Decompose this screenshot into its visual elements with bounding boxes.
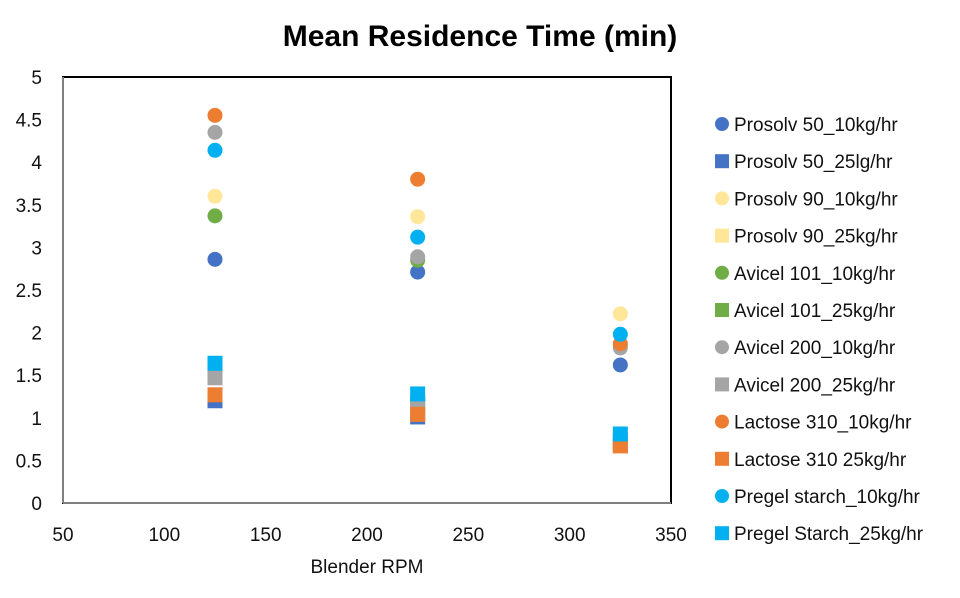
data-point-circle — [207, 107, 223, 123]
data-point-circle — [410, 171, 426, 187]
legend-marker-circle — [715, 414, 729, 429]
legend-entry-label: Avicel 101_25kg/hr — [734, 301, 896, 322]
data-point-circle — [207, 124, 223, 140]
legend-marker-square — [715, 526, 729, 541]
y-tick-label: 2 — [31, 324, 42, 345]
data-point-square — [207, 387, 223, 403]
legend-marker-circle — [715, 117, 729, 131]
legend-entry-label: Lactose 310 25kg/hr — [734, 450, 907, 471]
data-point-circle — [207, 251, 223, 267]
y-tick-labels: 0 0.5 1 1.5 2 2.5 3 3.5 4 4.5 5 — [16, 68, 43, 515]
x-tick-label: 50 — [52, 525, 73, 546]
data-point-square — [207, 370, 223, 386]
y-tick-label: 3.5 — [16, 196, 42, 217]
y-tick-label: 5 — [31, 68, 42, 89]
data-point-circle — [410, 209, 426, 225]
chart-title: Mean Residence Time (min) — [283, 20, 678, 53]
y-tick-label: 4.5 — [16, 111, 42, 132]
y-tick-label: 0.5 — [16, 451, 42, 472]
legend-entry-label: Avicel 200_25kg/hr — [734, 375, 896, 396]
legend-entry-label: Prosolv 50_10kg/hr — [734, 115, 898, 136]
y-tick-label: 4 — [31, 153, 42, 174]
data-point-square — [612, 438, 628, 454]
data-point-circle — [410, 264, 426, 280]
x-tick-labels: 50 100 150 200 250 300 350 — [52, 525, 686, 546]
x-tick-label: 300 — [554, 525, 586, 546]
data-point-circle — [612, 326, 628, 342]
x-tick-label: 350 — [655, 525, 687, 546]
y-tick-label: 0 — [31, 494, 42, 515]
legend-entry-label: Prosolv 90_10kg/hr — [734, 189, 898, 210]
legend-marker-circle — [715, 265, 729, 280]
y-tick-label: 1 — [31, 409, 42, 430]
data-point-circle — [410, 229, 426, 245]
data-point-circle — [207, 208, 223, 224]
data-point-circle — [410, 249, 426, 265]
legend-marker-circle — [715, 191, 729, 206]
legend-marker-square — [715, 451, 729, 466]
y-tick-label: 2.5 — [16, 281, 42, 302]
data-points — [207, 107, 628, 454]
data-point-square — [410, 386, 426, 402]
x-axis-label: Blender RPM — [311, 557, 424, 578]
x-tick-label: 150 — [250, 525, 282, 546]
x-tick-label: 100 — [148, 525, 180, 546]
legend-marker-circle — [715, 340, 729, 355]
legend-entry-label: Pregel starch_10kg/hr — [734, 487, 921, 508]
legend-entry-label: Prosolv 90_25kg/hr — [734, 227, 898, 248]
data-point-circle — [207, 142, 223, 158]
data-point-square — [207, 355, 223, 371]
legend-marker-square — [715, 154, 729, 169]
x-tick-label: 250 — [452, 525, 484, 546]
legend-marker-square — [715, 228, 729, 243]
plot-area — [62, 76, 672, 504]
legend-entry-label: Avicel 200_10kg/hr — [734, 338, 896, 359]
legend-entry-label: Pregel Starch_25kg/hr — [734, 524, 924, 545]
x-tick-label: 200 — [351, 525, 383, 546]
legend-entry-label: Prosolv 50_25lg/hr — [734, 152, 893, 173]
y-tick-label: 3 — [31, 238, 42, 259]
legend-entry-label: Lactose 310_10kg/hr — [734, 413, 912, 434]
legend-marker-square — [715, 303, 729, 317]
data-point-square — [410, 406, 426, 422]
data-point-circle — [612, 357, 628, 373]
legend-marker-square — [715, 377, 729, 392]
data-point-square — [612, 426, 628, 442]
data-point-circle — [612, 306, 628, 322]
legend-entry-label: Avicel 101_10kg/hr — [734, 264, 896, 285]
y-tick-label: 1.5 — [16, 366, 42, 387]
legend-marker-circle — [715, 489, 729, 503]
legend: Prosolv 50_10kg/hr Prosolv 50_25lg/hr Pros… — [715, 115, 924, 545]
data-point-circle — [207, 188, 223, 204]
